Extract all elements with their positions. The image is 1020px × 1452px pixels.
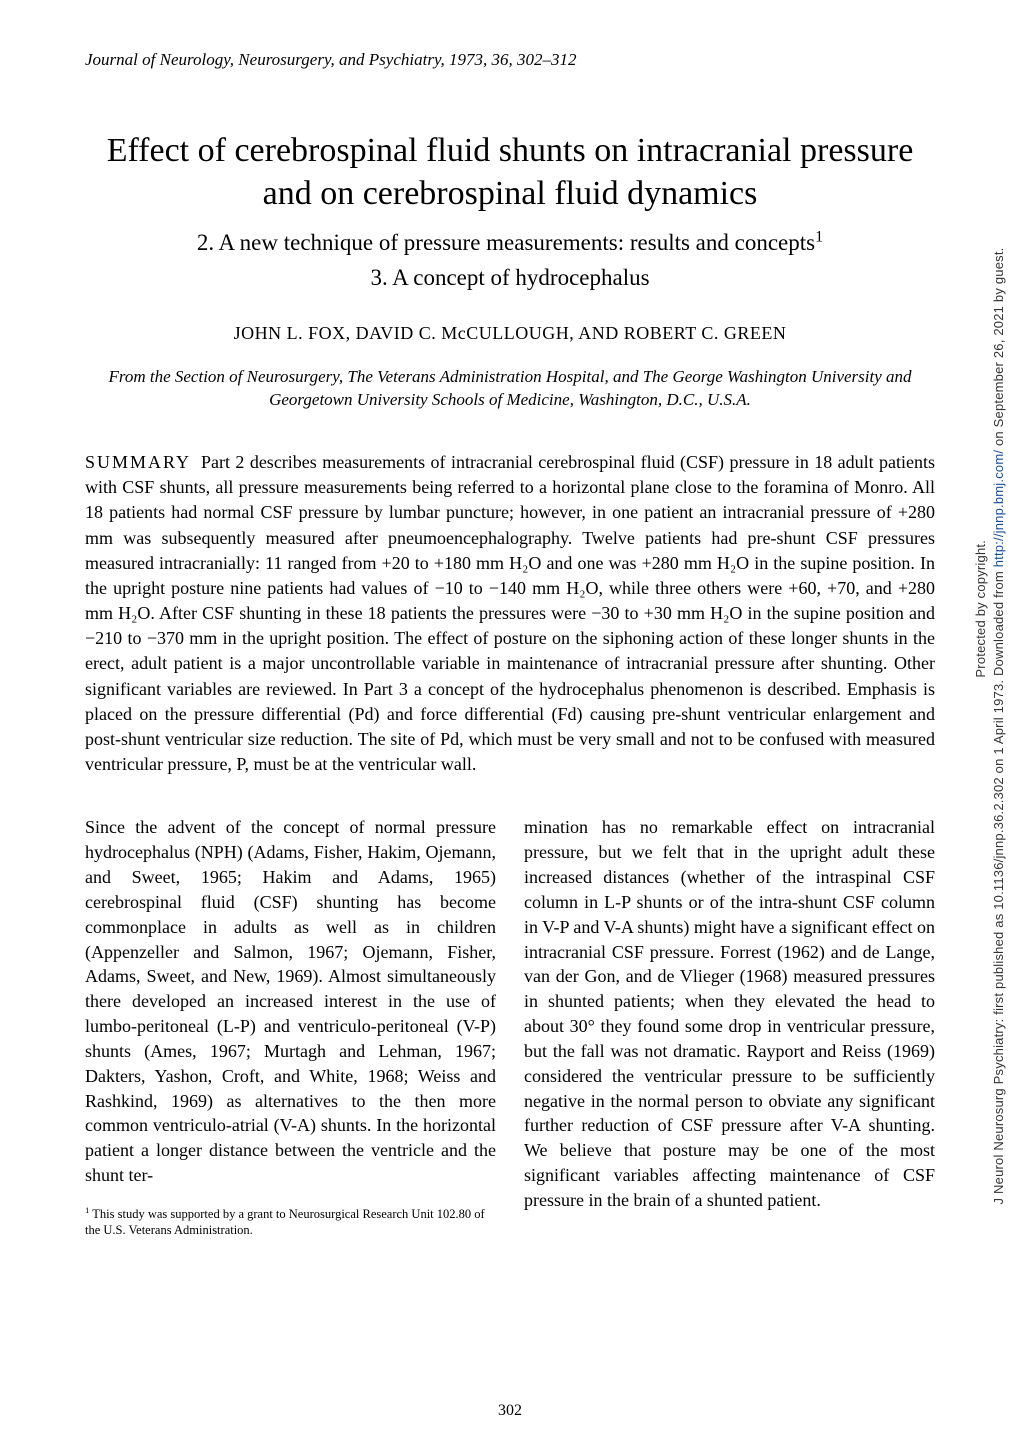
subtitle-2-text: 2. A new technique of pressure measureme… <box>197 230 815 255</box>
summary-label: SUMMARY <box>85 452 191 472</box>
col1-text: Since the advent of the concept of norma… <box>85 817 496 1185</box>
body-columns: Since the advent of the concept of norma… <box>85 815 935 1238</box>
abstract-summary: SUMMARYPart 2 describes measurements of … <box>85 450 935 777</box>
watermark-citation: J Neurol Neurosurg Psychiatry: first pub… <box>991 248 1006 1205</box>
affiliation-line: From the Section of Neurosurgery, The Ve… <box>85 366 935 412</box>
article-title: Effect of cerebrospinal fluid shunts on … <box>85 130 935 215</box>
summary-text: Part 2 describes measurements of intracr… <box>85 452 935 774</box>
body-column-right: mination has no remarkable effect on int… <box>524 815 935 1238</box>
subtitle-part-3: 3. A concept of hydrocephalus <box>85 262 935 293</box>
journal-citation: Journal of Neurology, Neurosurgery, and … <box>85 50 935 70</box>
page-number: 302 <box>498 1402 522 1420</box>
watermark-pre: J Neurol Neurosurg Psychiatry: first pub… <box>991 567 1006 1204</box>
watermark-link[interactable]: http://jnnp.bmj.com/ <box>991 450 1006 567</box>
watermark-copyright: Protected by copyright. <box>973 540 988 678</box>
footnote: 1 This study was supported by a grant to… <box>85 1206 496 1239</box>
authors-line: JOHN L. FOX, DAVID C. McCULLOUGH, AND RO… <box>85 323 935 344</box>
subtitle-footnote-marker: 1 <box>815 228 823 245</box>
footnote-text: This study was supported by a grant to N… <box>85 1207 485 1237</box>
subtitle-part-2: 2. A new technique of pressure measureme… <box>85 227 935 258</box>
body-column-left: Since the advent of the concept of norma… <box>85 815 496 1238</box>
watermark-post: on September 26, 2021 by guest. <box>991 248 1006 450</box>
